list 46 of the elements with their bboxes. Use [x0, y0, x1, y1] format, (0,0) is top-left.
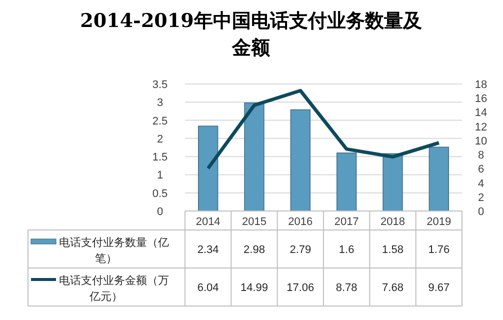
line-series	[206, 88, 441, 170]
bar	[198, 126, 218, 212]
data-label: 17.06	[286, 282, 314, 294]
data-label: 1.6	[338, 244, 354, 256]
chart-title: 2014-2019年中国电话支付业务数量及金额	[80, 10, 422, 59]
y2-tick-label: 8	[478, 150, 484, 162]
bar	[336, 152, 357, 212]
bar	[428, 146, 450, 212]
y-tick-label: 2	[156, 133, 164, 146]
data-label: 2.79	[290, 244, 312, 256]
y-tick-label: 0	[156, 206, 164, 218]
y2-tick-label: 18	[474, 79, 488, 91]
x-tick-label: 2019	[426, 216, 452, 228]
data-label: 6.04	[197, 282, 219, 294]
y2-tick-label: 12	[474, 121, 488, 134]
y-tick-label: 3.5	[152, 79, 168, 91]
bar	[290, 109, 311, 212]
y-tick-label: 1.5	[152, 152, 168, 164]
bar	[382, 153, 403, 212]
x-tick-label: 2014	[196, 216, 220, 228]
y2-tick-label: 4	[478, 178, 484, 190]
x-tick-label: 2018	[380, 216, 405, 228]
data-label: 8.78	[336, 282, 358, 294]
data-label: 14.99	[240, 282, 268, 294]
legend-label: 电话支付业务数量（亿笔）	[59, 236, 169, 265]
y-tick-label: 1	[156, 170, 164, 182]
data-label: 1.76	[428, 244, 450, 256]
y2-tick-label: 16	[474, 93, 488, 106]
legend-label: 电话支付业务金额（万亿元）	[59, 274, 169, 303]
y-tick-label: 3	[156, 97, 164, 110]
y2-tick-label: 14	[474, 107, 488, 120]
bar	[244, 102, 264, 212]
y2-tick-label: 0	[478, 206, 484, 218]
x-tick-label: 2016	[288, 216, 313, 228]
y-tick-label: 2.5	[152, 115, 168, 128]
data-label: 2.34	[197, 244, 219, 256]
x-tick-label: 2015	[242, 216, 266, 228]
data-label: 7.68	[382, 282, 404, 294]
y2-tick-label: 10	[474, 135, 488, 148]
y2-tick-label: 6	[478, 164, 484, 176]
data-label: 9.67	[428, 282, 450, 294]
data-label: 2.98	[244, 244, 265, 256]
data-label: 1.58	[382, 244, 404, 256]
y-tick-label: 0.5	[152, 188, 168, 200]
y2-tick-label: 2	[478, 192, 484, 204]
x-tick-label: 2017	[334, 216, 359, 228]
